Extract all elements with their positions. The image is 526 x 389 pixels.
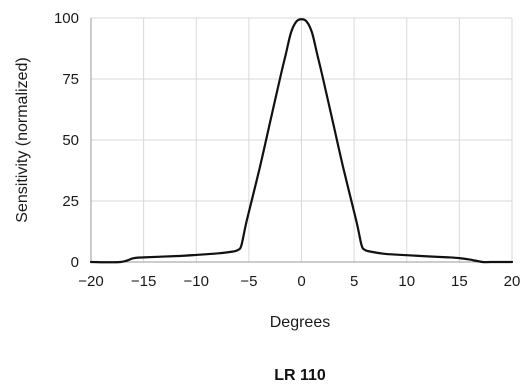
x-tick-label: −20 [78,273,103,290]
tick-labels: −20 −15 −10 −5 0 5 10 15 20 0 25 50 75 100 [54,10,520,290]
x-tick-label: 10 [398,273,415,290]
sensitivity-series-line [89,18,514,264]
chart-caption: LR 110 [274,367,326,384]
y-tick-label: 100 [54,10,79,27]
x-tick-label: 20 [504,273,521,290]
x-tick-label: −5 [240,273,257,290]
y-tick-label: 25 [62,193,79,210]
series-layer [89,18,514,264]
y-axis-title: Sensitivity (normalized) [14,57,31,222]
y-tick-label: 0 [71,254,79,271]
y-tick-label: 50 [62,132,79,149]
x-tick-label: −15 [131,273,156,290]
grid [90,17,513,263]
x-tick-label: −10 [184,273,209,290]
axes [90,18,512,263]
y-tick-label: 75 [62,71,79,88]
x-axis-title: Degrees [270,314,330,331]
x-tick-label: 0 [297,273,305,290]
x-tick-label: 15 [451,273,468,290]
x-tick-label: 5 [350,273,358,290]
